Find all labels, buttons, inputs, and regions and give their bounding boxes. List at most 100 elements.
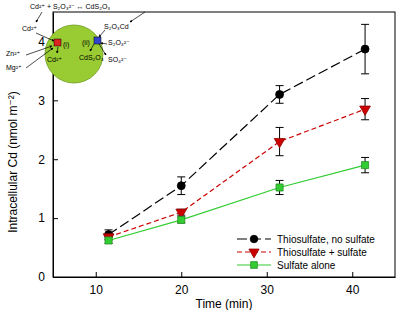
tick-label: 0 [38, 270, 45, 284]
annotation: CdS₂O₃ [79, 54, 104, 61]
transporter-ii [94, 37, 101, 44]
tick: 2 [38, 153, 58, 167]
arrow [57, 47, 58, 53]
error-bar-cap [361, 24, 369, 25]
arrow [90, 44, 94, 51]
plot-frame [53, 12, 395, 277]
series [103, 99, 370, 244]
error-bar-cap [361, 157, 369, 158]
tick: 10 [90, 272, 104, 297]
legend-entry: Thiosulfate, no sulfate [237, 234, 375, 245]
annotation: Mg²⁺ [6, 64, 22, 72]
annotation: S₂O₃Cd [104, 23, 129, 30]
legend-label: Thiosulfate + sulfate [277, 247, 367, 258]
error-bar [361, 157, 369, 172]
legend-entry: Sulfate alone [237, 260, 336, 271]
tick-label: 40 [346, 283, 360, 297]
error-bar-cap [177, 176, 185, 177]
tick-mark [53, 100, 58, 101]
tick-label: 1 [38, 211, 45, 225]
legend: Thiosulfate, no sulfate Thiosulfate + sul… [237, 234, 375, 271]
x-axis: 10 20 30 40 [54, 272, 396, 297]
tick: 40 [346, 272, 360, 297]
arrow [101, 43, 107, 44]
data-point [276, 90, 284, 98]
annotation: (ii) [82, 39, 90, 47]
tick-mark [53, 159, 58, 160]
tick-mark [96, 272, 97, 277]
tick-mark [352, 272, 353, 277]
arrow [99, 30, 105, 37]
tick: 1 [38, 211, 58, 225]
error-bar-cap [361, 73, 369, 74]
error-bar-cap [361, 119, 369, 120]
error-bar [177, 217, 185, 223]
series-line [109, 165, 366, 240]
legend-marker [249, 249, 259, 258]
data-point [274, 138, 285, 147]
series [105, 24, 370, 239]
tick-label: 2 [38, 153, 45, 167]
tick-mark [53, 277, 58, 278]
tick-label: 30 [261, 283, 275, 297]
error-bar [361, 24, 369, 73]
tick-mark [53, 218, 58, 219]
data-point [361, 45, 369, 53]
x-axis-title: Time (min) [196, 297, 253, 310]
error-bar-cap [276, 85, 284, 86]
legend-entry: Thiosulfate + sulfate [237, 247, 367, 258]
tick-label: 10 [90, 283, 104, 297]
tick: 3 [38, 94, 58, 108]
data-point [362, 162, 369, 169]
tick-mark [181, 272, 182, 277]
series-line [109, 49, 366, 235]
error-bar-cap [361, 172, 369, 173]
data-point [276, 184, 283, 191]
series-line [109, 109, 366, 237]
error-bar-cap [276, 127, 284, 128]
tick: 30 [261, 272, 275, 297]
cell [45, 25, 103, 83]
tick-label: 3 [38, 94, 45, 108]
data-point [103, 234, 114, 243]
annotation: Zn²⁺ [6, 50, 21, 57]
tick-label: 20 [175, 283, 189, 297]
axis-line [54, 277, 396, 278]
arrow [36, 12, 42, 22]
error-bar-cap [276, 103, 284, 104]
tick: 0 [38, 270, 58, 284]
legend-label: Sulfate alone [277, 260, 336, 271]
tick-mark [267, 272, 268, 277]
data-point [360, 106, 371, 115]
arrow [26, 46, 52, 55]
annotation: S₂O₃²⁻ [108, 39, 130, 46]
annotation: Cd²⁺ + S₂O₃²⁻ ↔ CdS₂O₃ [30, 3, 110, 10]
tick: 20 [175, 272, 189, 297]
error-bar [105, 238, 113, 244]
error-bar-cap [276, 180, 284, 181]
chart: 1020304001234Time (min)Intracellular Cd … [0, 0, 400, 310]
annotation: Cd²⁺ [22, 25, 37, 32]
series [105, 157, 370, 244]
annotation: (i) [63, 41, 69, 49]
legend-label: Thiosulfate, no sulfate [277, 234, 375, 245]
error-bar [276, 86, 284, 104]
annotation: Cd²⁺ [47, 56, 62, 63]
error-bar-cap [177, 194, 185, 195]
data-point [177, 182, 185, 190]
data-point [178, 216, 185, 223]
error-bar-cap [276, 155, 284, 156]
legend-marker [250, 235, 258, 243]
y-axis-title: Intracellular Cd (nmol m⁻²) [6, 91, 20, 233]
error-bar [276, 180, 284, 194]
transporter-i [54, 39, 61, 46]
arrow [130, 12, 145, 22]
error-bar-cap [361, 98, 369, 99]
arrow [36, 33, 54, 41]
legend-marker [251, 262, 258, 269]
plot-area [103, 24, 370, 244]
error-bar [177, 177, 185, 195]
error-bar-cap [276, 194, 284, 195]
data-point [105, 237, 112, 244]
inset-diagram: Cd²⁺ + S₂O₃²⁻ ↔ CdS₂O₃ Cd²⁺ Zn²⁺ Mg²⁺ (i) Cd²… [6, 3, 145, 83]
